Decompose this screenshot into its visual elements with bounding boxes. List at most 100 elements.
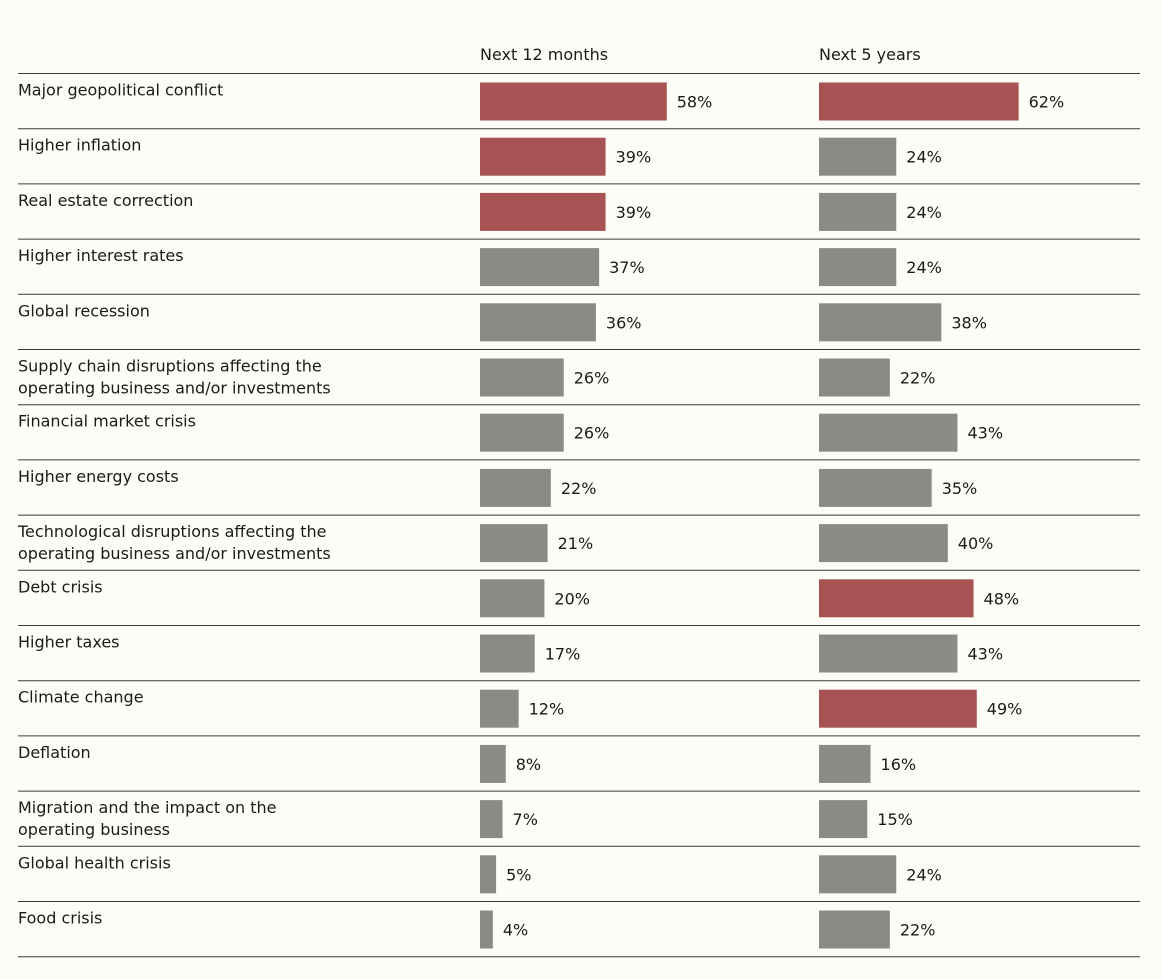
value-label-next-5-years: 43% <box>967 645 1003 664</box>
value-label-next-5-years: 24% <box>906 865 942 884</box>
bar-next-12-months <box>480 82 667 121</box>
value-label-next-12-months: 21% <box>558 534 594 553</box>
value-label-next-5-years: 62% <box>1029 93 1065 112</box>
value-label-next-12-months: 7% <box>513 810 538 829</box>
chart-row: Climate change 12% 49% <box>18 688 1022 728</box>
column-headers: Next 12 months Next 5 years <box>480 45 921 64</box>
category-label: Real estate correction <box>18 191 193 210</box>
category-label-line: Higher taxes <box>18 633 120 652</box>
chart-row: Technological disruptions affecting the o… <box>17 522 993 563</box>
bar-next-12-months <box>480 744 506 783</box>
bar-next-12-months <box>480 358 564 397</box>
category-label: Global recession <box>18 301 150 320</box>
chart-row: Migration and the impact on the operating… <box>18 798 913 839</box>
bar-next-5-years <box>819 82 1019 121</box>
bar-next-12-months <box>480 855 497 894</box>
bar-next-12-months <box>480 192 606 231</box>
category-label: Financial market crisis <box>18 412 196 431</box>
value-label-next-5-years: 22% <box>900 921 936 940</box>
chart-row: Food crisis 4% 22% <box>18 909 935 949</box>
value-label-next-5-years: 49% <box>987 700 1023 719</box>
chart-row: Major geopolitical conflict 58% 62% <box>18 81 1064 121</box>
category-label: Higher interest rates <box>18 246 184 265</box>
bar-next-5-years <box>819 634 958 673</box>
value-label-next-12-months: 17% <box>545 645 581 664</box>
bar-next-5-years <box>819 855 897 894</box>
category-label: Migration and the impact on the operating… <box>18 798 276 839</box>
category-label-line: Debt crisis <box>18 577 103 596</box>
category-label-line: Deflation <box>18 743 91 762</box>
category-label-line: Higher interest rates <box>18 246 184 265</box>
category-label-line: Technological disruptions affecting the <box>17 522 326 541</box>
bar-next-12-months <box>480 468 551 507</box>
value-label-next-12-months: 5% <box>506 865 531 884</box>
category-label-line: Real estate correction <box>18 191 193 210</box>
value-label-next-12-months: 26% <box>574 424 610 443</box>
category-label: Higher taxes <box>18 633 120 652</box>
value-label-next-5-years: 24% <box>906 258 942 277</box>
category-label-line: Higher energy costs <box>18 467 179 486</box>
value-label-next-5-years: 16% <box>881 755 917 774</box>
bar-next-12-months <box>480 689 519 728</box>
category-label-line: Financial market crisis <box>18 412 196 431</box>
value-label-next-5-years: 24% <box>906 203 942 222</box>
value-label-next-12-months: 22% <box>561 479 597 498</box>
category-label-line: Supply chain disruptions affecting the <box>18 357 322 376</box>
chart-row: Higher taxes 17% 43% <box>18 633 1003 673</box>
bar-next-5-years <box>819 689 977 728</box>
value-label-next-12-months: 26% <box>574 369 610 388</box>
bar-next-5-years <box>819 413 958 452</box>
bar-next-5-years <box>819 192 897 231</box>
value-label-next-5-years: 38% <box>951 313 987 332</box>
category-label-line: Climate change <box>18 688 144 707</box>
column-header-next-5-years: Next 5 years <box>819 45 921 64</box>
chart-row: Real estate correction 39% 24% <box>18 191 942 231</box>
value-label-next-5-years: 22% <box>900 369 936 388</box>
value-label-next-12-months: 4% <box>503 921 528 940</box>
value-label-next-12-months: 39% <box>616 148 652 167</box>
bar-next-5-years <box>819 248 897 287</box>
bar-next-12-months <box>480 800 503 839</box>
value-label-next-12-months: 58% <box>677 93 713 112</box>
value-label-next-5-years: 43% <box>967 424 1003 443</box>
chart-row: Deflation 8% 16% <box>18 743 916 783</box>
value-label-next-12-months: 36% <box>606 313 642 332</box>
column-header-next-12-months: Next 12 months <box>480 45 608 64</box>
bar-next-5-years <box>819 358 890 397</box>
bar-next-12-months <box>480 303 596 342</box>
value-label-next-12-months: 20% <box>554 589 590 608</box>
value-label-next-12-months: 12% <box>529 700 565 719</box>
category-label: Deflation <box>18 743 91 762</box>
bar-next-12-months <box>480 413 564 452</box>
category-label-line: Higher inflation <box>18 136 141 155</box>
bar-next-5-years <box>819 800 868 839</box>
category-label: Climate change <box>18 688 144 707</box>
bar-next-5-years <box>819 137 897 176</box>
chart-row: Global health crisis 5% 24% <box>18 853 942 894</box>
category-label-line: Global health crisis <box>18 853 171 872</box>
value-label-next-5-years: 24% <box>906 148 942 167</box>
bar-next-12-months <box>480 524 548 563</box>
category-label-line: operating business and/or investments <box>18 544 331 563</box>
bar-next-5-years <box>819 468 932 507</box>
bar-next-5-years <box>819 579 974 618</box>
value-label-next-12-months: 8% <box>516 755 541 774</box>
category-label: Global health crisis <box>18 853 171 872</box>
category-label-line: Major geopolitical conflict <box>18 81 223 100</box>
value-label-next-12-months: 37% <box>609 258 645 277</box>
category-label: Major geopolitical conflict <box>18 81 223 100</box>
category-label: Food crisis <box>18 909 102 928</box>
chart-row: Global recession 36% 38% <box>18 301 987 342</box>
value-label-next-12-months: 39% <box>616 203 652 222</box>
bar-next-5-years <box>819 744 871 783</box>
category-label-line: operating business <box>18 820 170 839</box>
chart-row: Debt crisis 20% 48% <box>18 577 1020 618</box>
chart-row: Financial market crisis 26% 43% <box>18 412 1003 452</box>
category-label-line: operating business and/or investments <box>18 379 331 398</box>
category-label-line: Global recession <box>18 301 150 320</box>
category-label: Higher inflation <box>18 136 141 155</box>
bar-next-12-months <box>480 634 535 673</box>
value-label-next-5-years: 48% <box>984 589 1020 608</box>
chart-row: Supply chain disruptions affecting the op… <box>18 357 935 398</box>
